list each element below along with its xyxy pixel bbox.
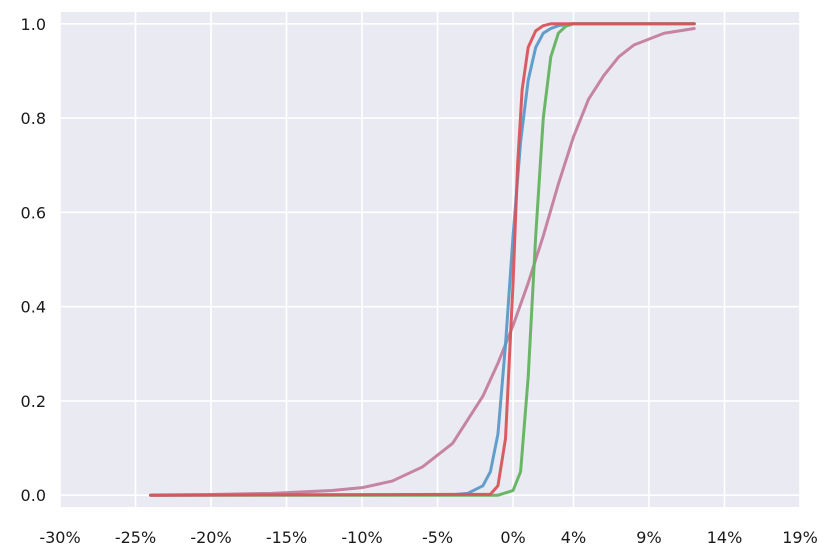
y-tick-label: 0.6 [21,203,46,222]
y-axis-tick-labels: 0.0 0.2 0.4 0.6 0.8 1.0 [21,15,46,505]
x-tick-label: -10% [341,528,382,547]
x-tick-label: 9% [636,528,661,547]
x-tick-label: 4% [561,528,586,547]
x-tick-label: 19% [782,528,818,547]
series-lines [149,22,696,497]
x-tick-label: 14% [707,528,743,547]
series-line-4 [149,22,696,497]
y-tick-label: 0.0 [21,486,46,505]
y-tick-label: 1.0 [21,15,46,34]
x-tick-label: -30% [39,528,80,547]
y-tick-label: 0.4 [21,298,46,317]
x-tick-label: -5% [422,528,453,547]
x-axis-tick-labels: -30% -25% -20% -15% -10% -5% 0% 4% 9% 14% 19% [39,528,817,547]
y-tick-label: 0.8 [21,109,46,128]
y-tick-label: 0.2 [21,392,46,411]
series-line-1 [149,27,696,497]
x-tick-label: -25% [115,528,156,547]
x-tick-label: -15% [266,528,307,547]
x-tick-label: 0% [500,528,525,547]
plot-background [60,12,800,507]
x-tick-label: -20% [190,528,231,547]
